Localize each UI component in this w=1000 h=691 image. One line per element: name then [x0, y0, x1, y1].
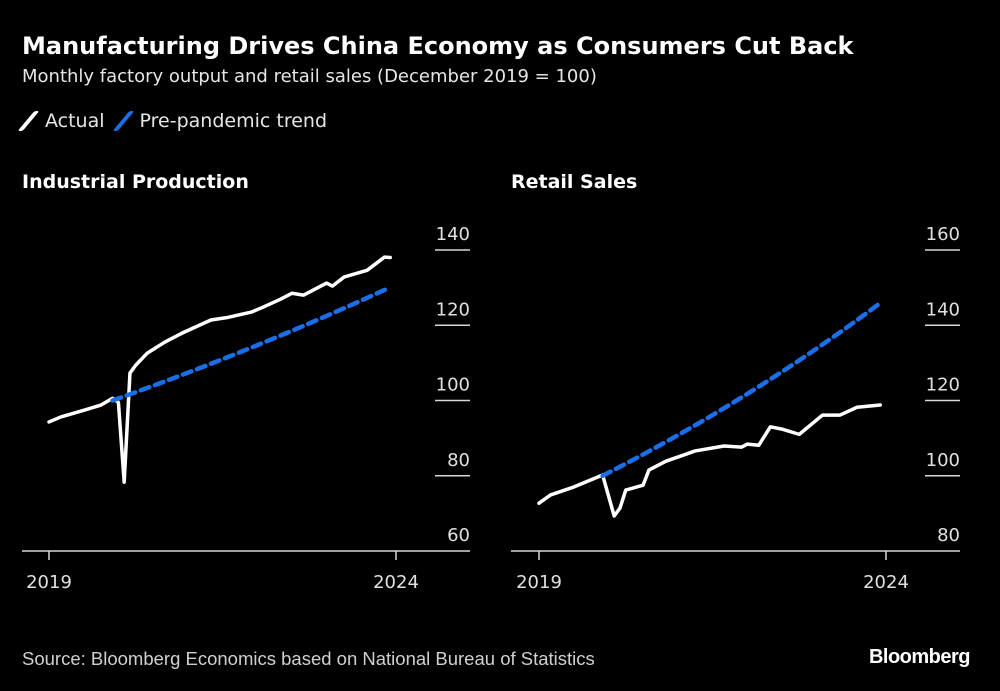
legend-label: Actual — [45, 110, 105, 132]
chart-title: Manufacturing Drives China Economy as Co… — [22, 32, 854, 60]
y-tick-label: 160 — [926, 224, 960, 245]
actual-line — [47, 255, 392, 484]
legend-item-actual: Actual — [17, 110, 105, 132]
y-tick-label: 140 — [926, 299, 960, 320]
x-tick-label: 2019 — [516, 572, 562, 593]
x-tick-label: 2024 — [863, 572, 909, 593]
source-note: Source: Bloomberg Economics based on Nat… — [22, 648, 595, 669]
bloomberg-logo: Bloomberg — [868, 646, 971, 668]
y-tick-label: 80 — [937, 525, 960, 546]
x-tick-label: 2019 — [26, 572, 72, 593]
trend-line — [600, 300, 883, 478]
trend-line — [110, 284, 393, 403]
y-tick-label: 80 — [447, 450, 470, 471]
legend: Actual Pre-pandemic trend — [17, 110, 331, 132]
chart-subtitle: Monthly factory output and retail sales … — [22, 66, 597, 87]
legend-label: Pre-pandemic trend — [139, 110, 327, 132]
y-tick-label: 140 — [436, 224, 470, 245]
y-tick-label: 100 — [926, 450, 960, 471]
panel-title-retail: Retail Sales — [511, 171, 638, 193]
y-tick-label: 120 — [436, 299, 470, 320]
panel-title-industrial: Industrial Production — [22, 171, 249, 193]
y-tick-label: 60 — [447, 525, 470, 546]
actual-line — [537, 403, 882, 518]
legend-item-trend: Pre-pandemic trend — [112, 110, 327, 132]
y-tick-label: 100 — [436, 375, 470, 396]
x-tick-label: 2024 — [373, 572, 419, 593]
y-tick-label: 120 — [926, 375, 960, 396]
